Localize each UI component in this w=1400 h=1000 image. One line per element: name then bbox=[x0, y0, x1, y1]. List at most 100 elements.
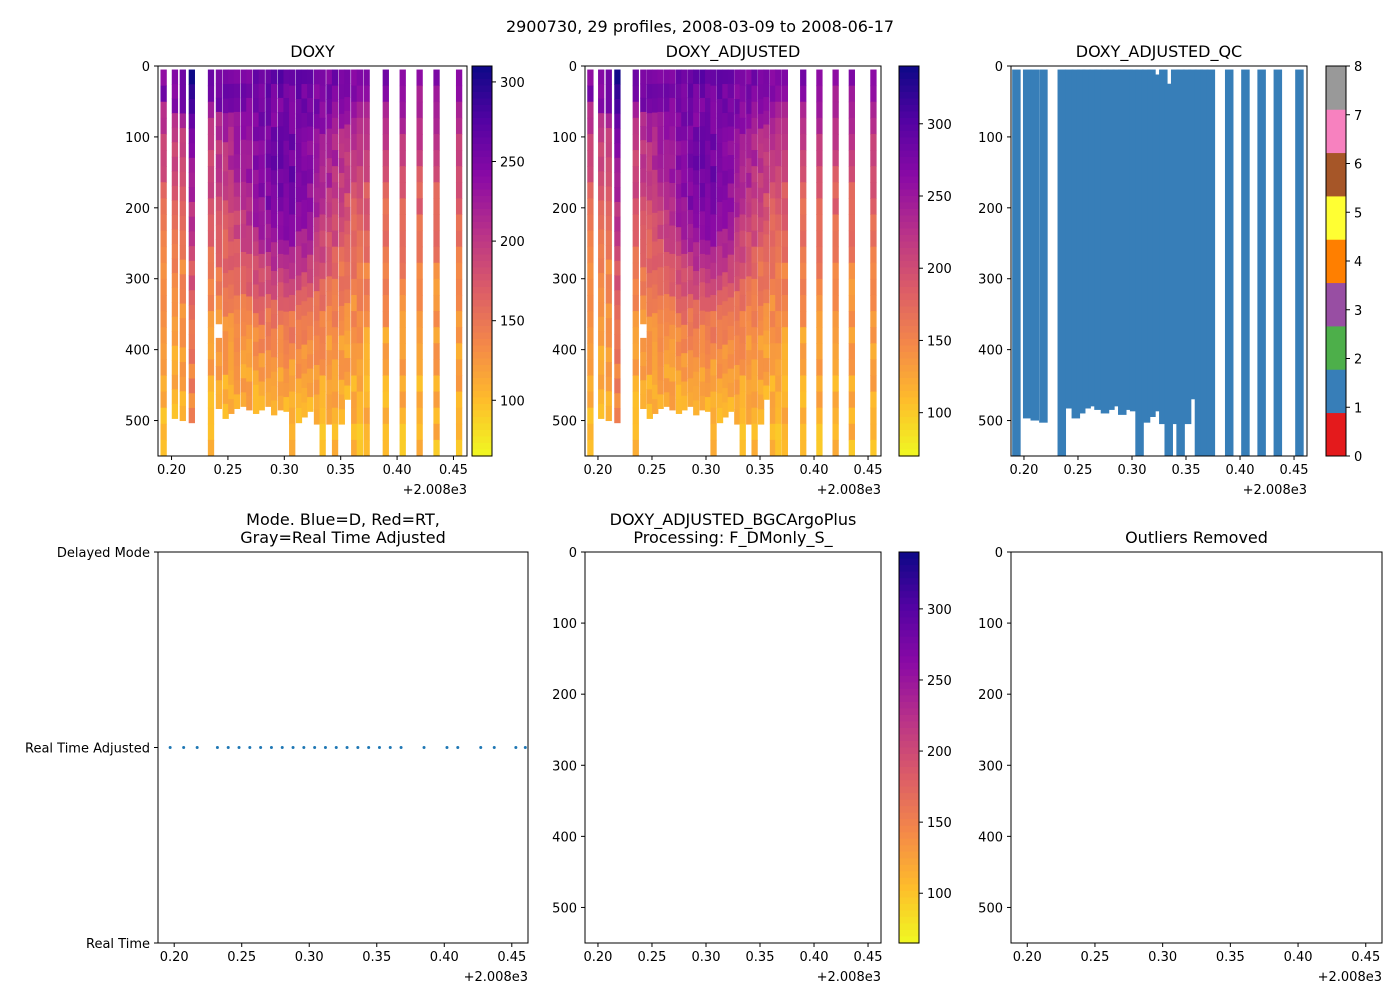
heatmap-cell bbox=[326, 276, 333, 292]
heatmap-cell bbox=[416, 439, 423, 457]
heatmap-cell bbox=[848, 133, 855, 151]
heatmap-cell bbox=[295, 157, 303, 174]
heatmap-cell bbox=[614, 393, 621, 409]
heatmap-cell bbox=[338, 143, 345, 159]
colorbar-segment bbox=[899, 838, 919, 846]
heatmap-cell bbox=[669, 197, 676, 212]
heatmap-cell bbox=[295, 231, 303, 247]
x-tick-label: 0.20 bbox=[157, 463, 186, 478]
heatmap-cell bbox=[416, 262, 423, 280]
mode-point bbox=[259, 746, 263, 749]
heatmap-cell bbox=[313, 409, 321, 425]
heatmap-cell bbox=[265, 392, 272, 407]
heatmap-cell bbox=[399, 166, 406, 183]
heatmap-cell bbox=[681, 253, 688, 269]
heatmap-cell bbox=[705, 397, 712, 412]
heatmap-cell bbox=[233, 97, 241, 113]
heatmap-cell bbox=[215, 140, 223, 155]
heatmap-cell bbox=[781, 311, 789, 328]
heatmap-cell bbox=[832, 439, 839, 457]
heatmap-cell bbox=[632, 375, 639, 393]
heatmap-cell bbox=[289, 133, 296, 151]
heatmap-cell bbox=[363, 85, 370, 103]
colorbar-segment bbox=[472, 300, 492, 308]
heatmap-cell bbox=[265, 69, 272, 85]
qc-profile-bar bbox=[1065, 69, 1074, 409]
heatmap-cell bbox=[657, 239, 664, 254]
mode-point bbox=[215, 746, 219, 749]
heatmap-cell bbox=[757, 365, 765, 381]
heatmap-cell bbox=[722, 170, 729, 186]
heatmap-cell bbox=[179, 274, 186, 290]
heatmap-cell bbox=[693, 170, 700, 186]
heatmap-cell bbox=[781, 391, 789, 409]
colorbar-segment bbox=[899, 897, 919, 905]
heatmap-cell bbox=[351, 230, 358, 248]
x-offset-label: +2.008e3 bbox=[464, 970, 528, 985]
heatmap-cell bbox=[657, 83, 664, 99]
heatmap-cell bbox=[433, 294, 440, 312]
heatmap-cell bbox=[271, 98, 278, 114]
colorbar-segment bbox=[472, 378, 492, 386]
heatmap-cell bbox=[769, 439, 777, 457]
heatmap-cell bbox=[816, 85, 823, 103]
heatmap-cell bbox=[675, 384, 683, 400]
heatmap-cell bbox=[693, 69, 700, 85]
heatmap-cell bbox=[746, 172, 753, 189]
qc-profile-bar bbox=[1159, 69, 1168, 425]
colorbar-segment bbox=[472, 157, 492, 165]
heatmap-cell bbox=[222, 345, 229, 361]
heatmap-cell bbox=[252, 184, 260, 200]
heatmap-cell bbox=[326, 217, 333, 233]
heatmap-cell bbox=[319, 327, 326, 344]
heatmap-cell bbox=[675, 227, 683, 242]
heatmap-cell bbox=[344, 206, 351, 222]
heatmap-cell bbox=[416, 327, 423, 344]
heatmap-cell bbox=[775, 246, 782, 264]
heatmap-cell bbox=[283, 197, 290, 213]
heatmap-cell bbox=[848, 343, 855, 360]
heatmap-cell bbox=[228, 83, 235, 99]
heatmap-cell bbox=[870, 133, 877, 151]
heatmap-cell bbox=[614, 98, 621, 115]
heatmap-cell bbox=[663, 322, 671, 337]
heatmap-cell bbox=[240, 125, 247, 141]
heatmap-cell bbox=[240, 181, 247, 197]
x-tick-label: 0.25 bbox=[213, 463, 242, 478]
heatmap-cell bbox=[171, 360, 179, 376]
heatmap-cell bbox=[433, 182, 440, 199]
heatmap-cell bbox=[207, 150, 215, 167]
heatmap-cell bbox=[160, 133, 167, 151]
heatmap-cell bbox=[277, 367, 285, 383]
colorbar-segment bbox=[899, 936, 919, 944]
heatmap-cell bbox=[416, 150, 423, 167]
heatmap-cell bbox=[258, 339, 265, 354]
heatmap-cell bbox=[632, 391, 639, 409]
heatmap-cell bbox=[693, 199, 700, 214]
colorbar-segment bbox=[899, 890, 919, 898]
mode-point bbox=[269, 746, 273, 749]
colorbar-segment bbox=[899, 261, 919, 269]
heatmap-cell bbox=[739, 343, 746, 360]
heatmap-cell bbox=[727, 69, 734, 85]
heatmap-cell bbox=[228, 399, 235, 414]
heatmap-cell bbox=[252, 141, 260, 157]
heatmap-cell bbox=[215, 281, 223, 297]
heatmap-cell bbox=[240, 378, 247, 393]
heatmap-cell bbox=[301, 170, 308, 186]
heatmap-cell bbox=[832, 343, 839, 360]
heatmap-cell bbox=[433, 246, 440, 264]
heatmap-cell bbox=[734, 409, 741, 425]
heatmap-cell bbox=[816, 262, 823, 280]
heatmap-cell bbox=[693, 213, 700, 229]
x-tick-label: 0.30 bbox=[295, 950, 324, 965]
heatmap-cell bbox=[283, 397, 290, 412]
heatmap-cell bbox=[301, 344, 308, 360]
colorbar-segment bbox=[899, 597, 919, 605]
heatmap-cell bbox=[722, 330, 729, 346]
heatmap-cell bbox=[757, 394, 765, 410]
heatmap-cell bbox=[455, 182, 463, 199]
heatmap-cell bbox=[307, 325, 314, 341]
colorbar-segment bbox=[472, 345, 492, 353]
heatmap-cell bbox=[277, 324, 285, 340]
